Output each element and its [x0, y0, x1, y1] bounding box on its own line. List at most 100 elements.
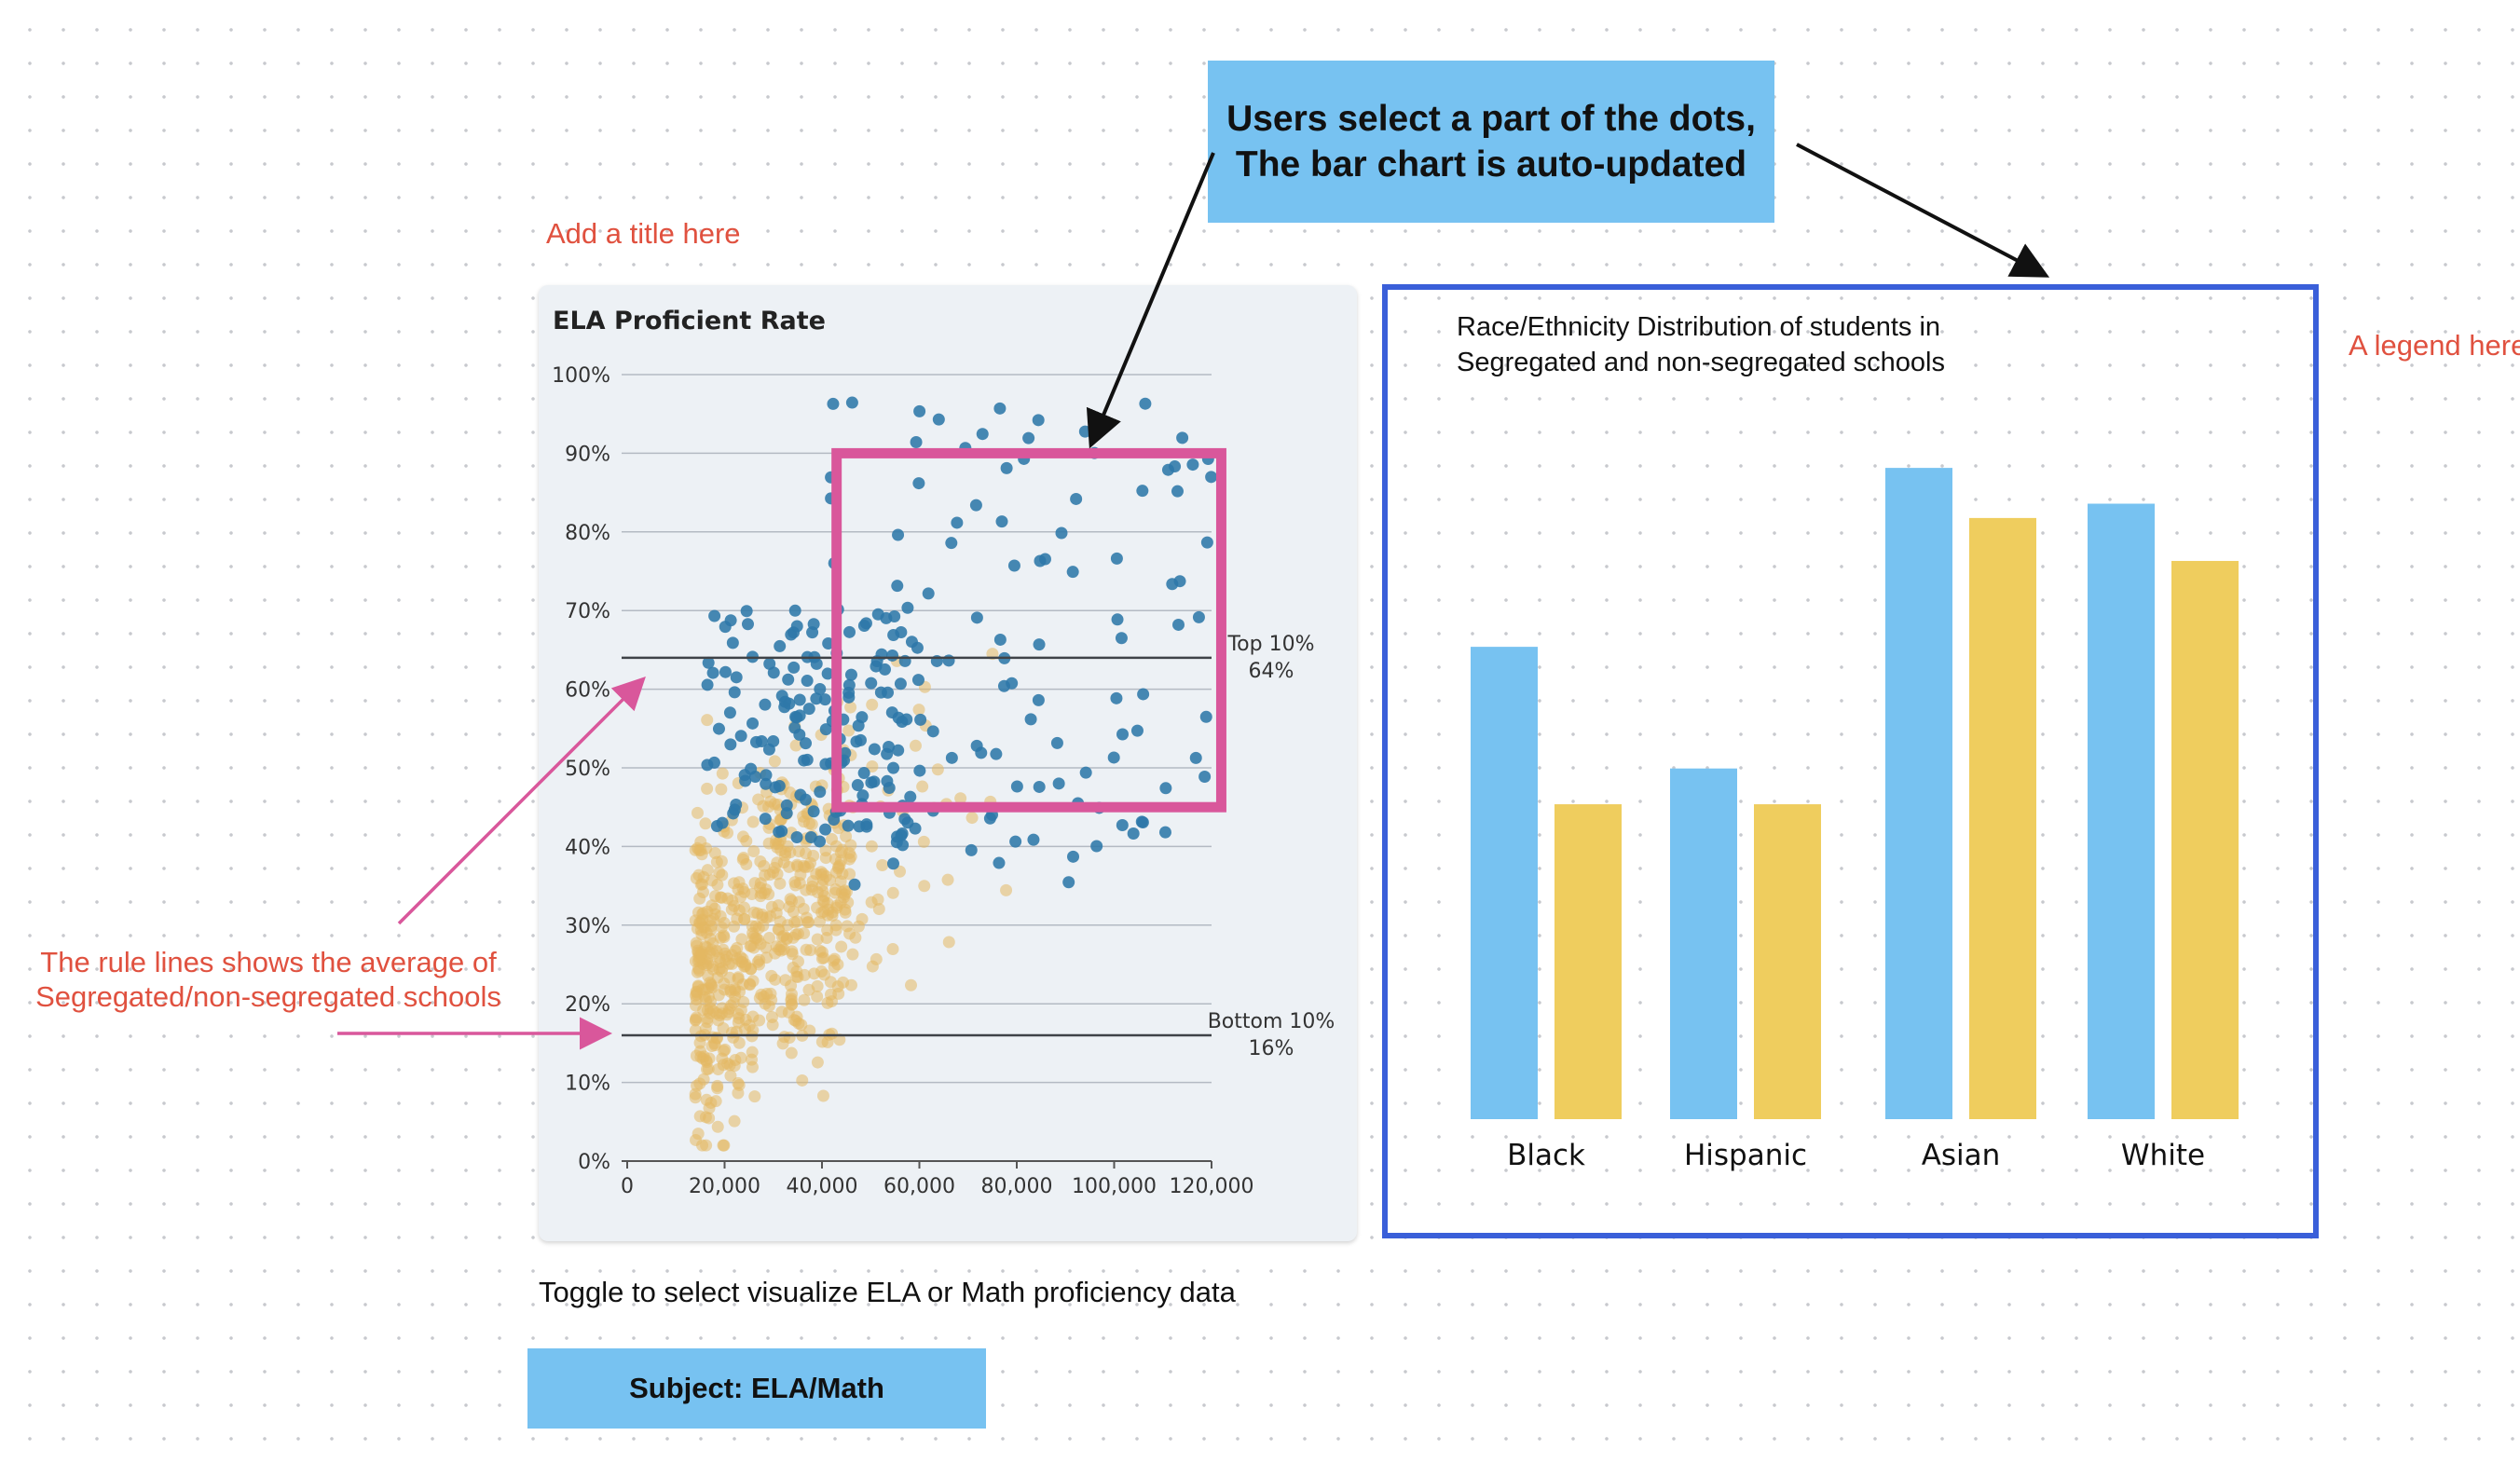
- scatter-point-non-segregated[interactable]: [819, 852, 832, 865]
- scatter-point-segregated[interactable]: [723, 706, 736, 719]
- scatter-point-segregated[interactable]: [1024, 713, 1037, 726]
- scatter-point-segregated[interactable]: [794, 788, 807, 801]
- scatter-point-non-segregated[interactable]: [717, 1022, 730, 1035]
- scatter-point-non-segregated[interactable]: [808, 967, 821, 980]
- scatter-point-non-segregated[interactable]: [811, 933, 824, 946]
- scatter-point-non-segregated[interactable]: [775, 930, 788, 943]
- scatter-point-segregated[interactable]: [755, 735, 768, 748]
- scatter-point-non-segregated[interactable]: [689, 1014, 702, 1027]
- scatter-point-non-segregated[interactable]: [966, 812, 979, 825]
- scatter-point-segregated[interactable]: [881, 774, 894, 787]
- scatter-point-non-segregated[interactable]: [747, 845, 760, 858]
- scatter-point-non-segregated[interactable]: [762, 932, 775, 945]
- scatter-point-segregated[interactable]: [842, 819, 855, 832]
- scatter-point-segregated[interactable]: [975, 746, 988, 759]
- scatter-point-segregated[interactable]: [748, 770, 761, 783]
- scatter-point-non-segregated[interactable]: [811, 979, 824, 992]
- scatter-point-segregated[interactable]: [827, 397, 840, 410]
- scatter-point-non-segregated[interactable]: [695, 928, 708, 941]
- scatter-point-non-segregated[interactable]: [750, 932, 763, 945]
- scatter-point-segregated[interactable]: [1079, 766, 1092, 779]
- scatter-point-segregated[interactable]: [701, 759, 714, 772]
- scatter-point-non-segregated[interactable]: [754, 855, 767, 868]
- scatter-point-non-segregated[interactable]: [866, 698, 879, 711]
- scatter-point-non-segregated[interactable]: [811, 1056, 824, 1069]
- scatter-point-segregated[interactable]: [1159, 782, 1172, 795]
- scatter-point-non-segregated[interactable]: [815, 879, 829, 892]
- scatter-point-segregated[interactable]: [726, 636, 739, 649]
- scatter-point-segregated[interactable]: [1135, 815, 1148, 828]
- scatter-point-non-segregated[interactable]: [691, 806, 704, 819]
- scatter-point-segregated[interactable]: [913, 404, 926, 417]
- selection-brush[interactable]: [831, 447, 1226, 813]
- scatter-point-segregated[interactable]: [802, 703, 815, 716]
- scatter-point-segregated[interactable]: [814, 683, 827, 696]
- scatter-point-non-segregated[interactable]: [692, 950, 705, 964]
- scatter-point-non-segregated[interactable]: [702, 957, 715, 970]
- scatter-point-non-segregated[interactable]: [703, 1112, 716, 1125]
- scatter-point-segregated[interactable]: [799, 737, 812, 750]
- scatter-point-non-segregated[interactable]: [725, 949, 738, 962]
- scatter-point-non-segregated[interactable]: [795, 1019, 808, 1032]
- scatter-point-non-segregated[interactable]: [704, 995, 717, 1008]
- scatter-point-segregated[interactable]: [702, 656, 715, 669]
- scatter-point-non-segregated[interactable]: [785, 1046, 798, 1060]
- scatter-point-segregated[interactable]: [976, 428, 989, 441]
- scatter-point-segregated[interactable]: [801, 675, 814, 688]
- scatter-point-non-segregated[interactable]: [768, 798, 781, 811]
- scatter-point-segregated[interactable]: [788, 661, 801, 674]
- scatter-point-segregated[interactable]: [851, 779, 864, 792]
- scatter-point-non-segregated[interactable]: [811, 990, 824, 1003]
- scatter-point-non-segregated[interactable]: [756, 910, 769, 923]
- scatter-point-segregated[interactable]: [760, 777, 773, 790]
- scatter-point-non-segregated[interactable]: [844, 701, 857, 714]
- scatter-point-non-segregated[interactable]: [954, 792, 967, 805]
- scatter-point-segregated[interactable]: [818, 693, 831, 706]
- scatter-point-segregated[interactable]: [741, 618, 754, 631]
- scatter-point-non-segregated[interactable]: [724, 985, 737, 998]
- scatter-point-segregated[interactable]: [850, 735, 863, 748]
- scatter-point-segregated[interactable]: [868, 743, 881, 756]
- scatter-point-non-segregated[interactable]: [843, 868, 856, 881]
- scatter-point-non-segregated[interactable]: [822, 903, 835, 916]
- scatter-point-non-segregated[interactable]: [710, 945, 723, 958]
- scatter-point-segregated[interactable]: [891, 830, 904, 843]
- scatter-point-segregated[interactable]: [848, 878, 861, 891]
- scatter-point-non-segregated[interactable]: [826, 833, 839, 846]
- scatter-point-segregated[interactable]: [842, 625, 856, 638]
- scatter-point-segregated[interactable]: [740, 605, 753, 618]
- scatter-point-non-segregated[interactable]: [834, 846, 847, 859]
- scatter-point-non-segregated[interactable]: [779, 845, 792, 858]
- scatter-point-segregated[interactable]: [1010, 780, 1023, 793]
- scatter-point-non-segregated[interactable]: [844, 839, 857, 852]
- scatter-point-non-segregated[interactable]: [760, 941, 773, 954]
- scatter-point-non-segregated[interactable]: [702, 969, 715, 982]
- scatter-point-non-segregated[interactable]: [711, 1079, 724, 1092]
- scatter-point-segregated[interactable]: [1062, 876, 1075, 889]
- scatter-point-segregated[interactable]: [1110, 691, 1123, 704]
- scatter-point-segregated[interactable]: [807, 805, 820, 818]
- scatter-point-non-segregated[interactable]: [790, 965, 803, 978]
- scatter-point-segregated[interactable]: [1115, 632, 1128, 645]
- scatter-point-segregated[interactable]: [945, 751, 958, 764]
- scatter-point-non-segregated[interactable]: [843, 927, 856, 940]
- scatter-point-segregated[interactable]: [782, 673, 795, 686]
- scatter-point-non-segregated[interactable]: [692, 868, 705, 882]
- scatter-point-segregated[interactable]: [856, 711, 869, 724]
- scatter-point-non-segregated[interactable]: [728, 920, 741, 933]
- scatter-point-segregated[interactable]: [1067, 850, 1080, 863]
- scatter-point-non-segregated[interactable]: [789, 739, 802, 752]
- scatter-point-segregated[interactable]: [993, 633, 1007, 646]
- scatter-point-segregated[interactable]: [913, 764, 926, 777]
- scatter-point-segregated[interactable]: [901, 816, 914, 829]
- scatter-point-segregated[interactable]: [1171, 485, 1184, 498]
- scatter-point-non-segregated[interactable]: [701, 1016, 714, 1029]
- scatter-point-segregated[interactable]: [1186, 458, 1199, 472]
- scatter-point-non-segregated[interactable]: [942, 936, 955, 949]
- scatter-point-non-segregated[interactable]: [708, 846, 721, 859]
- scatter-point-non-segregated[interactable]: [782, 1005, 795, 1019]
- scatter-point-segregated[interactable]: [1116, 728, 1130, 741]
- scatter-point-segregated[interactable]: [746, 717, 760, 730]
- scatter-point-non-segregated[interactable]: [724, 1069, 737, 1082]
